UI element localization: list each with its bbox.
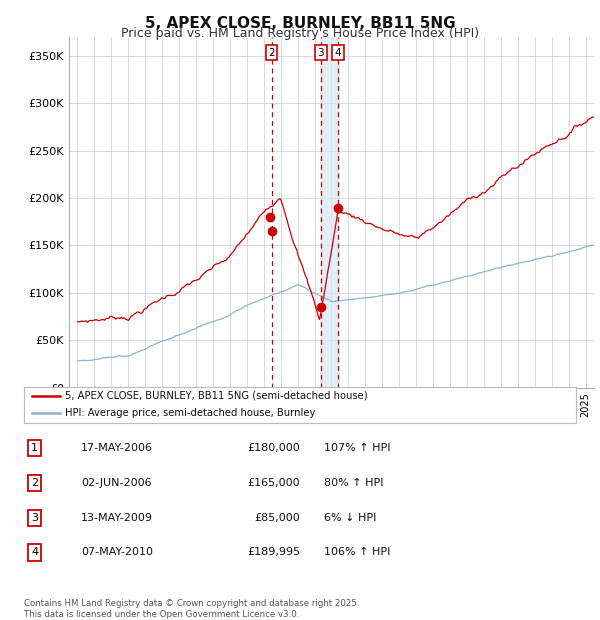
Text: Price paid vs. HM Land Registry's House Price Index (HPI): Price paid vs. HM Land Registry's House …: [121, 27, 479, 40]
Text: 2: 2: [31, 478, 38, 488]
Bar: [321, 37, 338, 387]
Text: £165,000: £165,000: [247, 478, 300, 488]
Text: 4: 4: [334, 48, 341, 58]
Text: £189,995: £189,995: [247, 547, 300, 557]
Text: 17-MAY-2006: 17-MAY-2006: [81, 443, 153, 453]
Text: 3: 3: [317, 48, 324, 58]
Text: £85,000: £85,000: [254, 513, 300, 523]
Text: 13-MAY-2009: 13-MAY-2009: [81, 513, 153, 523]
Text: HPI: Average price, semi-detached house, Burnley: HPI: Average price, semi-detached house,…: [65, 408, 316, 418]
Text: 80% ↑ HPI: 80% ↑ HPI: [324, 478, 383, 488]
Text: £180,000: £180,000: [247, 443, 300, 453]
Text: 5, APEX CLOSE, BURNLEY, BB11 5NG: 5, APEX CLOSE, BURNLEY, BB11 5NG: [145, 16, 455, 30]
Text: 2: 2: [268, 48, 275, 58]
Text: 107% ↑ HPI: 107% ↑ HPI: [324, 443, 391, 453]
Text: 3: 3: [31, 513, 38, 523]
Text: 07-MAY-2010: 07-MAY-2010: [81, 547, 153, 557]
Text: 1: 1: [31, 443, 38, 453]
Text: 6% ↓ HPI: 6% ↓ HPI: [324, 513, 376, 523]
Text: 106% ↑ HPI: 106% ↑ HPI: [324, 547, 391, 557]
Text: 02-JUN-2006: 02-JUN-2006: [81, 478, 152, 488]
Text: Contains HM Land Registry data © Crown copyright and database right 2025.
This d: Contains HM Land Registry data © Crown c…: [24, 600, 359, 619]
Text: 4: 4: [31, 547, 38, 557]
Text: 5, APEX CLOSE, BURNLEY, BB11 5NG (semi-detached house): 5, APEX CLOSE, BURNLEY, BB11 5NG (semi-d…: [65, 391, 368, 401]
